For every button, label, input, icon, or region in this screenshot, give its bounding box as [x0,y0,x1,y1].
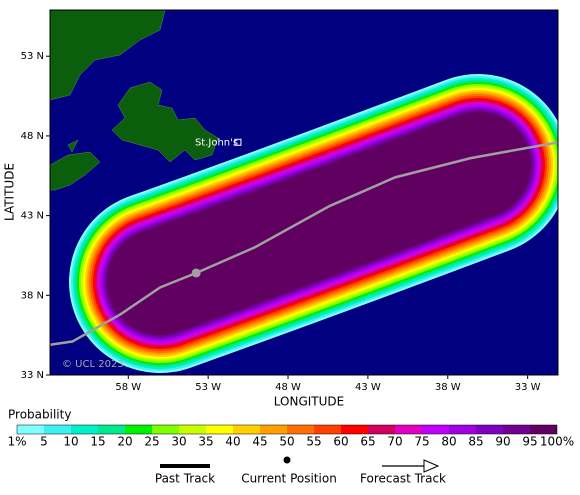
legend-label: Past Track [155,472,215,486]
colorbar-label: 80 [441,435,456,449]
x-axis-label: LONGITUDE [274,395,344,409]
city-marker [234,138,242,146]
current-position [191,268,201,278]
colorbar-cell [422,425,449,434]
forecast-track [195,141,558,275]
colorbar-label: 40 [225,435,240,449]
colorbar-cell [395,425,422,434]
colorbar-cell [449,425,476,434]
colorbar-label: 5 [40,435,48,449]
colorbar-cell [341,425,368,434]
x-tick-label: 48 W [275,382,301,393]
colorbar-cell [476,425,503,434]
probability-field [69,74,558,373]
colorbar-cell [206,425,233,434]
colorbar-cell [44,425,71,434]
colorbar-cell [71,425,98,434]
x-tick-label: 53 W [195,382,221,393]
y-tick-label: 33 N [21,370,44,381]
colorbar-label: 10 [63,435,78,449]
city-label: St.John's [195,137,238,148]
colorbar-label: 15 [90,435,105,449]
map-frame [49,9,559,376]
colorbar-frame [16,424,558,435]
colorbar-label: 20 [117,435,132,449]
colorbar-label: 95 [522,435,537,449]
arrow-head [423,459,440,473]
colorbar-label: 90 [495,435,510,449]
colorbar-cell [368,425,395,434]
colorbar-label: 100% [540,435,574,449]
copyright: © UCL 2023 [62,359,124,370]
colorbar-cell [125,425,152,434]
legend-label: Current Position [241,472,337,486]
y-tick-label: 38 N [21,290,44,301]
colorbar-label: 70 [387,435,402,449]
colorbar-cell [179,425,206,434]
colorbar-label: 55 [306,435,321,449]
colorbar-cell [260,425,287,434]
colorbar-label: 35 [198,435,213,449]
colorbar-cell [152,425,179,434]
colorbar-cell [503,425,530,434]
y-axis-label: LATITUDE [3,163,17,221]
y-tick-label: 48 N [21,131,44,142]
y-tick-label: 53 N [21,51,44,62]
probability-band [107,112,531,335]
x-tick-label: 43 W [355,382,381,393]
current-position-key [283,456,291,464]
colorbar-label: 45 [252,435,267,449]
past-track [50,271,197,346]
colorbar-label: 50 [279,435,294,449]
x-tick-label: 33 W [515,382,541,393]
colorbar-label: 1% [7,435,26,449]
y-tick-label: 43 N [21,211,44,222]
colorbar-cell [233,425,260,434]
colorbar-cell [17,425,44,434]
colorbar-cell [287,425,314,434]
legend-label: Forecast Track [360,472,446,486]
x-tick-label: 58 W [115,382,141,393]
land [50,10,219,191]
colorbar-cell [530,425,557,434]
colorbar-title: Probability [8,408,71,422]
colorbar-label: 75 [414,435,429,449]
colorbar-cell [314,425,341,434]
colorbar-label: 25 [144,435,159,449]
colorbar-label: 30 [171,435,186,449]
colorbar-cell [98,425,125,434]
colorbar-label: 85 [468,435,483,449]
colorbar-label: 60 [333,435,348,449]
colorbar-label: 65 [360,435,375,449]
x-tick-label: 38 W [435,382,461,393]
